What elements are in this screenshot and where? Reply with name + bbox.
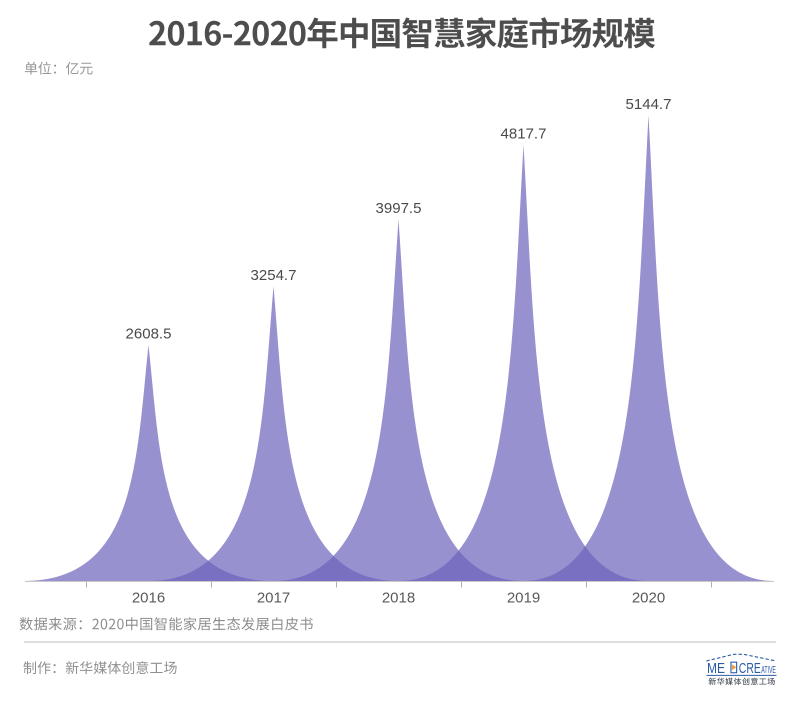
svg-text:5144.7: 5144.7	[626, 96, 672, 113]
svg-text:4817.7: 4817.7	[501, 126, 547, 143]
svg-text:2020: 2020	[632, 590, 665, 607]
svg-text:2608.5: 2608.5	[126, 326, 172, 343]
svg-text:2018: 2018	[382, 590, 415, 607]
svg-text:ME: ME	[707, 661, 725, 677]
svg-text:3997.5: 3997.5	[376, 200, 422, 217]
svg-text:ATIVE: ATIVE	[761, 665, 776, 676]
svg-text:CRE: CRE	[739, 661, 761, 677]
svg-text:2019: 2019	[507, 590, 540, 607]
svg-text:2017: 2017	[257, 590, 290, 607]
svg-text:3254.7: 3254.7	[251, 267, 297, 284]
svg-text:2016: 2016	[132, 590, 165, 607]
